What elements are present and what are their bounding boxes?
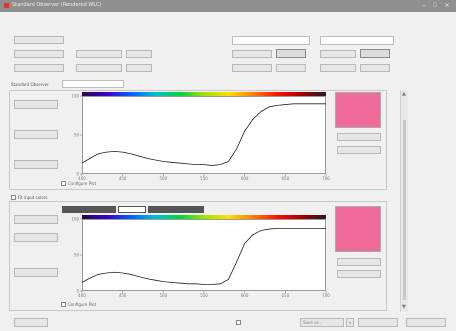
section2-configure-checkbox[interactable] xyxy=(61,302,66,307)
chart2-series-line-0 xyxy=(81,227,326,285)
chart1-series-line-0 xyxy=(81,103,326,166)
save-as-button[interactable]: Save as... xyxy=(300,318,344,327)
scroll-up-icon[interactable]: ▲ xyxy=(402,91,406,97)
vertical-scrollbar[interactable]: ▲ ▼ xyxy=(400,90,408,312)
section2-right-button-1[interactable] xyxy=(337,258,381,266)
chart2-xtick-label-4: 600 xyxy=(241,293,249,298)
chart2-ytick-label-0: 0 xyxy=(76,288,79,293)
top-middle-field-2[interactable] xyxy=(126,50,152,58)
scroll-thumb[interactable] xyxy=(403,120,406,300)
section2-side-button-3[interactable] xyxy=(14,268,58,277)
section2-right-button-2[interactable] xyxy=(337,270,381,278)
title-bar: Standard Observer (Rendered WLC) – □ × xyxy=(0,0,456,12)
chart1-xtick-label-2: 500 xyxy=(160,176,168,181)
chart2-xtick-label-6: 700 xyxy=(322,293,330,298)
window-title: Standard Observer (Rendered WLC) xyxy=(12,2,102,8)
section1-color-swatch xyxy=(335,92,381,128)
chart1-xtick-label-3: 550 xyxy=(200,176,208,181)
chart1-xtick-label-0: 400 xyxy=(78,176,86,181)
bottom-right-button-1[interactable] xyxy=(358,318,398,327)
group2-small-button[interactable] xyxy=(320,50,356,58)
section2-side-button-1[interactable] xyxy=(14,215,58,224)
bottom-right-button-2[interactable] xyxy=(406,318,446,327)
group1-action-button[interactable] xyxy=(276,49,306,58)
group1-small-button[interactable] xyxy=(232,50,272,58)
section2-color-swatch xyxy=(335,206,381,252)
section1-side-button-2[interactable] xyxy=(14,130,58,139)
top-middle-field-1[interactable] xyxy=(76,50,122,58)
bottom-left-button[interactable] xyxy=(14,318,48,327)
scroll-down-icon[interactable]: ▼ xyxy=(402,304,406,310)
section2-tab-3[interactable] xyxy=(148,206,204,213)
group2-row2-button-1[interactable] xyxy=(320,64,356,72)
section2-side-button-2[interactable] xyxy=(14,233,58,242)
section2-tab-1[interactable] xyxy=(62,206,116,213)
chart2-xtick-label-5: 650 xyxy=(282,293,290,298)
group1-row2-button-2[interactable] xyxy=(276,64,306,72)
group1-field[interactable] xyxy=(232,36,310,45)
section1-plot-area xyxy=(82,96,326,174)
chart2-xtick-label-0: 400 xyxy=(78,293,86,298)
section1-spectrum-bar xyxy=(82,92,326,96)
top-middle-field-3[interactable] xyxy=(76,64,122,72)
chart1-ytick-label-1: 50 xyxy=(74,132,80,137)
section1-configure-label: Configure Plot xyxy=(68,181,97,186)
section2-plot-area xyxy=(82,219,326,291)
bottom-dropdown-icon[interactable]: ▾ xyxy=(346,318,354,327)
section2-label: Fit input colors xyxy=(18,195,48,200)
section2-tab-2[interactable] xyxy=(118,206,146,213)
chart2-ytick-label-2: 100 xyxy=(71,216,79,221)
top-left-button-2[interactable] xyxy=(14,50,64,58)
group1-row2-button-1[interactable] xyxy=(232,64,272,72)
section1-label: Standard Observer xyxy=(11,82,49,87)
chart1-xtick-label-6: 700 xyxy=(322,176,330,181)
chart1-xtick-label-1: 450 xyxy=(119,176,127,181)
section1-dropdown[interactable] xyxy=(62,80,124,88)
section2-checkbox[interactable] xyxy=(11,195,16,200)
section2-configure-label: Configure Plot xyxy=(68,302,97,307)
section1-side-button-1[interactable] xyxy=(14,100,58,109)
top-left-button-1[interactable] xyxy=(14,36,64,44)
section1-side-button-3[interactable] xyxy=(14,160,58,169)
minimize-icon[interactable]: – xyxy=(422,2,426,9)
top-middle-field-4[interactable] xyxy=(126,64,152,72)
chart2-xtick-label-1: 450 xyxy=(119,293,127,298)
chart2-xtick-label-2: 500 xyxy=(160,293,168,298)
chart2-xtick-label-3: 550 xyxy=(200,293,208,298)
close-icon[interactable]: × xyxy=(444,2,450,9)
chart1-xtick-label-5: 650 xyxy=(282,176,290,181)
maximize-icon[interactable]: □ xyxy=(432,2,438,8)
chart1-ytick-label-0: 0 xyxy=(76,171,79,176)
chart1-xtick-label-4: 600 xyxy=(241,176,249,181)
section1-right-button-1[interactable] xyxy=(337,133,381,141)
app-icon xyxy=(4,3,9,8)
section2-spectrum-bar xyxy=(82,215,326,219)
top-left-button-3[interactable] xyxy=(14,64,64,72)
group2-row2-button-2[interactable] xyxy=(360,64,390,72)
group2-field[interactable] xyxy=(320,36,394,45)
section1-configure-checkbox[interactable] xyxy=(61,181,66,186)
chart1-ytick-label-2: 100 xyxy=(71,93,79,98)
chart2-ytick-label-1: 50 xyxy=(74,252,80,257)
section1-right-button-2[interactable] xyxy=(337,146,381,154)
group2-action-button[interactable] xyxy=(360,49,390,58)
bottom-checkbox[interactable] xyxy=(236,320,241,325)
